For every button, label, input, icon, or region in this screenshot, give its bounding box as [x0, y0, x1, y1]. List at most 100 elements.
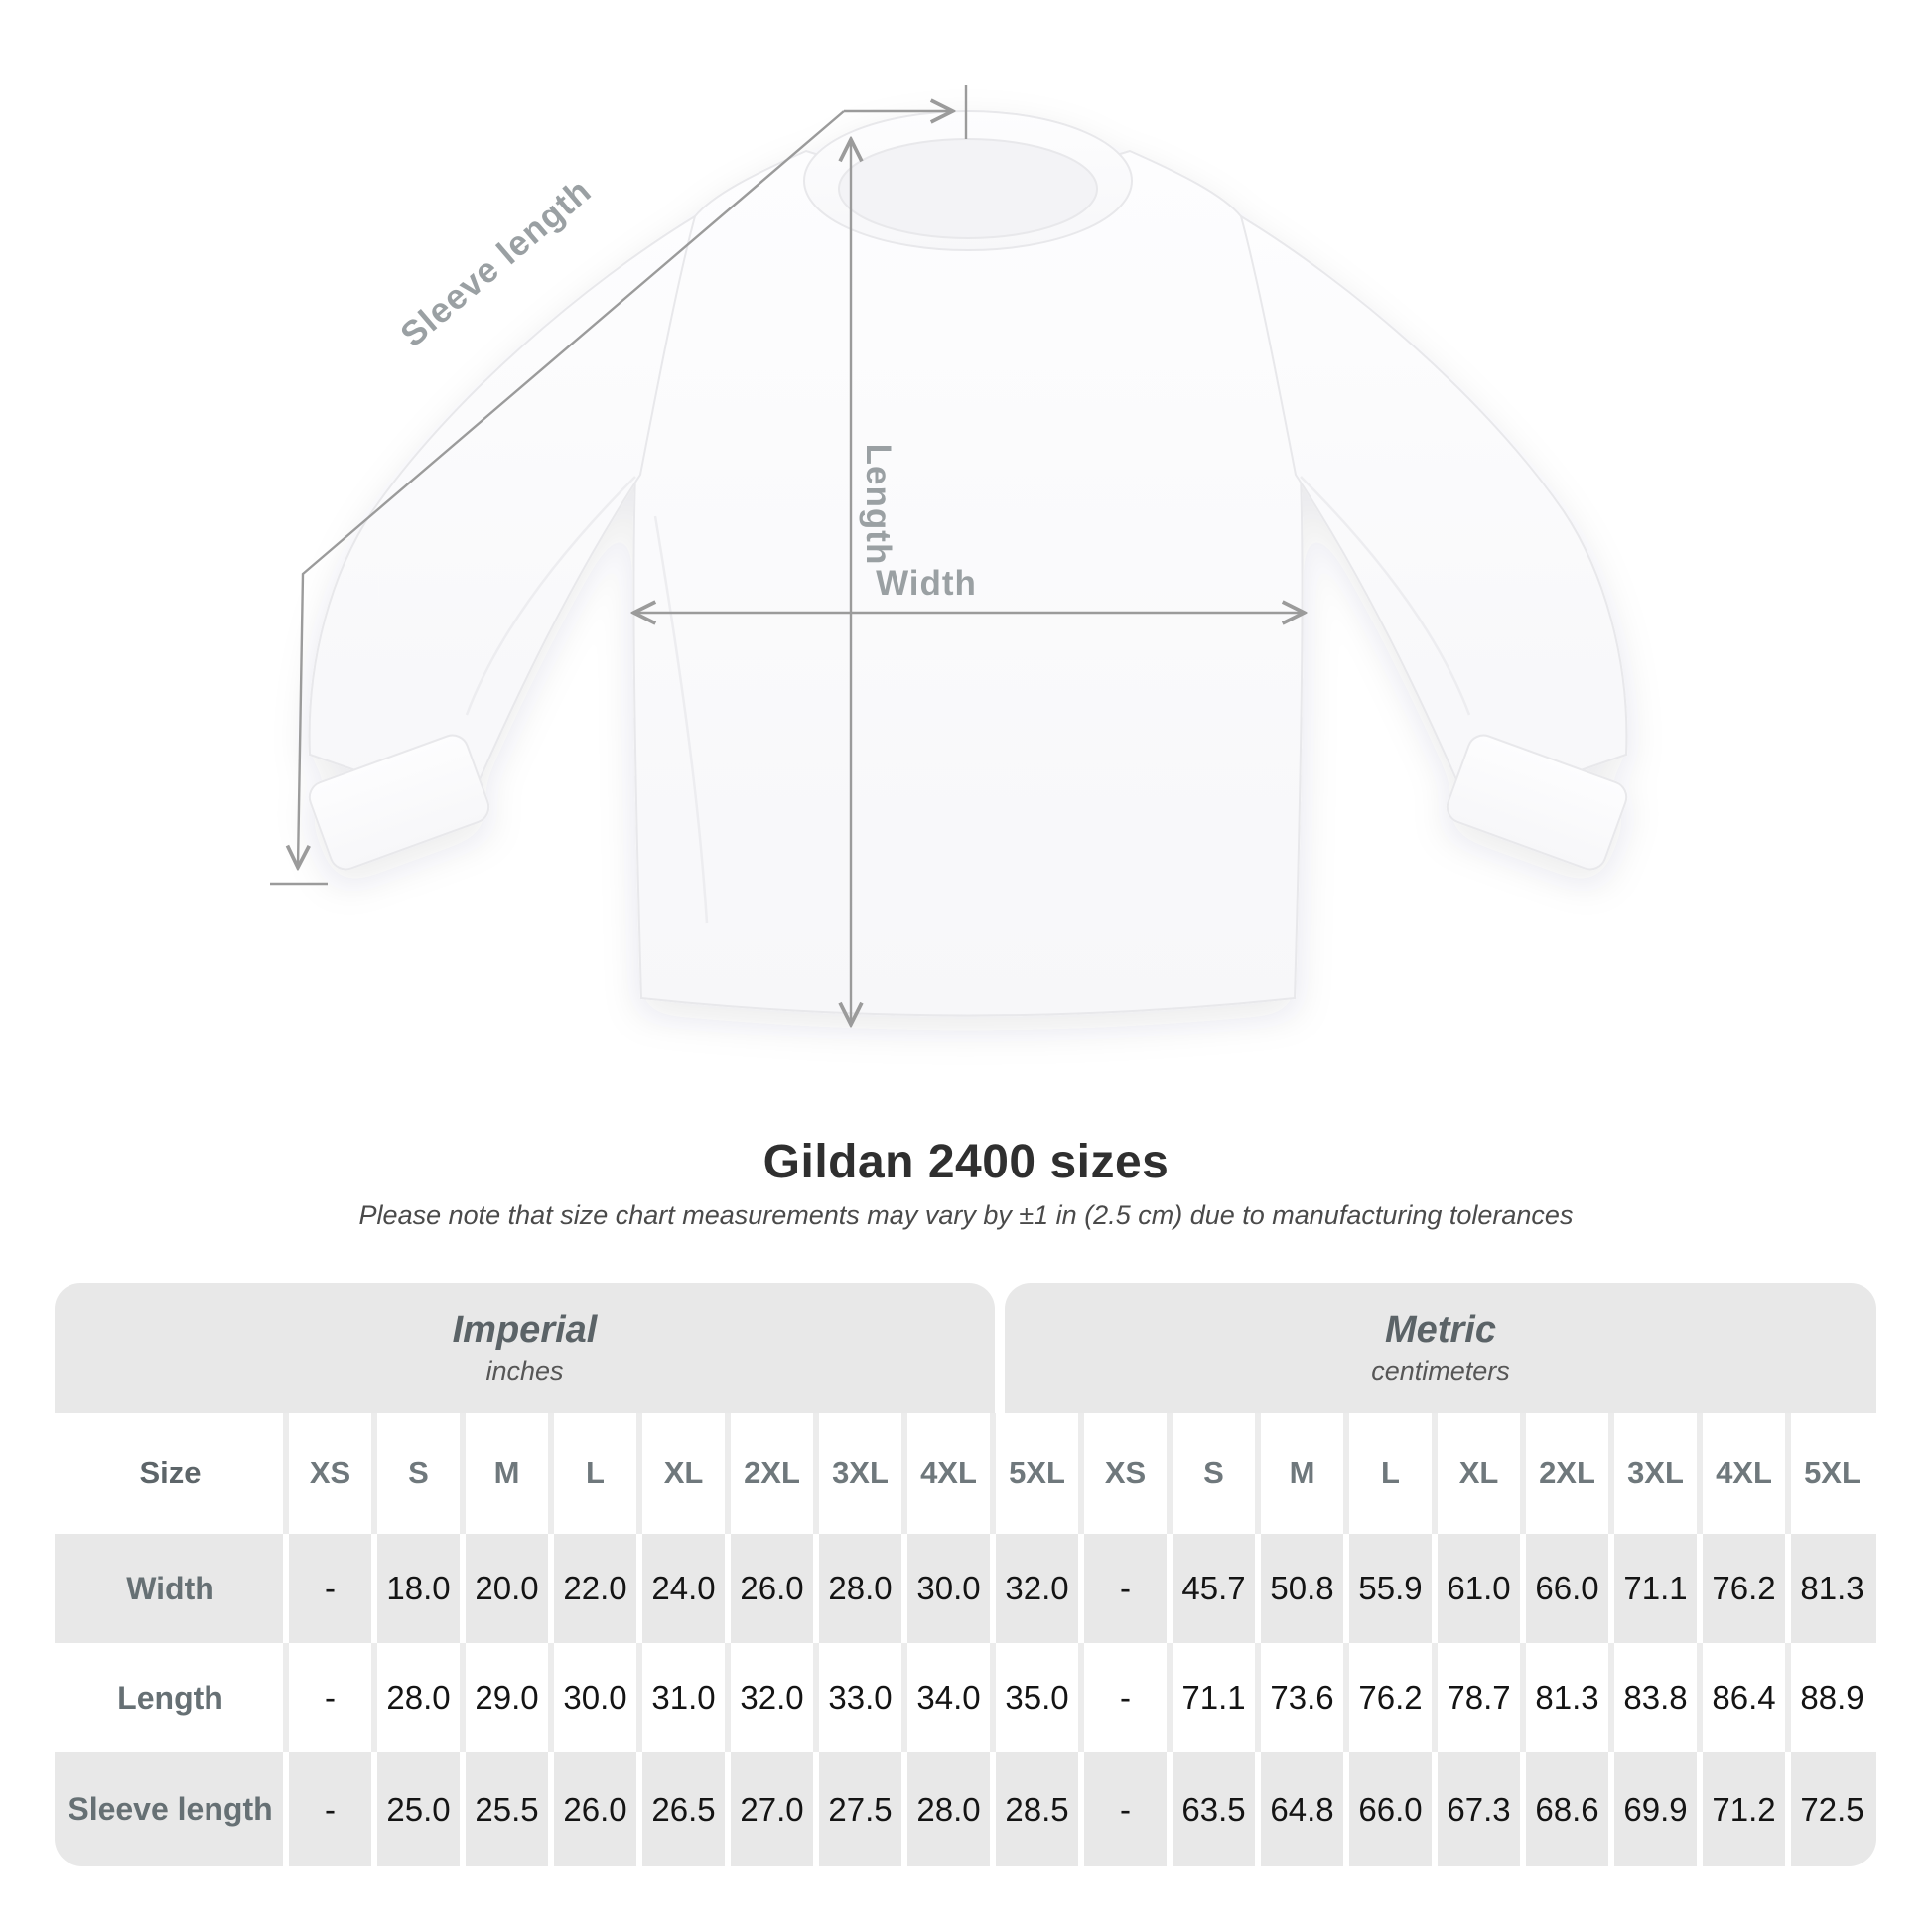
width-value-12: 55.9 — [1343, 1534, 1435, 1643]
column-header-0: XS — [283, 1413, 374, 1534]
length-value-11: 73.6 — [1255, 1643, 1346, 1752]
column-header-5: 2XL — [725, 1413, 816, 1534]
length-value-6: 33.0 — [813, 1643, 904, 1752]
measurement-lines — [270, 85, 1303, 1023]
column-header-4: XL — [636, 1413, 728, 1534]
sleeve-length-value-0: - — [283, 1752, 374, 1866]
column-header-15: 3XL — [1608, 1413, 1700, 1534]
sleeve-length-value-2: 25.5 — [460, 1752, 551, 1866]
column-header-9: XS — [1078, 1413, 1170, 1534]
sleeve-length-value-5: 27.0 — [725, 1752, 816, 1866]
length-value-14: 81.3 — [1520, 1643, 1611, 1752]
metric-section-header: Metric centimeters — [1005, 1283, 1876, 1413]
metric-title: Metric — [1385, 1309, 1496, 1351]
column-header-14: 2XL — [1520, 1413, 1611, 1534]
size-header-row: Size XS S M L XL 2XL 3XL 4XL 5XL XS S M L XL 2XL 3XL 4XL… — [55, 1413, 1876, 1534]
sleeve-length-value-13: 67.3 — [1432, 1752, 1523, 1866]
length-value-13: 78.7 — [1432, 1643, 1523, 1752]
column-header-8: 5XL — [990, 1413, 1081, 1534]
column-header-13: XL — [1432, 1413, 1523, 1534]
row-label-sleeve-length: Sleeve length — [68, 1791, 273, 1827]
length-value-12: 76.2 — [1343, 1643, 1435, 1752]
page-subtitle: Please note that size chart measurements… — [358, 1200, 1574, 1230]
width-value-11: 50.8 — [1255, 1534, 1346, 1643]
width-value-3: 22.0 — [548, 1534, 639, 1643]
width-label: Width — [876, 564, 977, 603]
imperial-unit: inches — [485, 1355, 564, 1386]
imperial-section-header: Imperial inches — [55, 1283, 995, 1413]
width-value-15: 71.1 — [1608, 1534, 1700, 1643]
width-value-8: 32.0 — [990, 1534, 1081, 1643]
width-value-16: 76.2 — [1697, 1534, 1788, 1643]
sleeve-length-value-17: 72.5 — [1785, 1752, 1876, 1866]
length-value-3: 30.0 — [548, 1643, 639, 1752]
length-value-1: 28.0 — [371, 1643, 463, 1752]
table-row-length: Length -28.0 29.0 30.0 31.0 32.0 33.0 34.0 35.0… — [55, 1643, 1876, 1752]
table-row-sleeve-length: Sleeve length -25.0 25.5 26.0 26.5 27.0 27.5 2… — [55, 1752, 1876, 1866]
shirt-right-cuff — [1446, 734, 1628, 871]
width-value-1: 18.0 — [371, 1534, 463, 1643]
size-header-label: Size — [139, 1455, 202, 1490]
sleeve-length-value-12: 66.0 — [1343, 1752, 1435, 1866]
sleeve-length-value-9: - — [1078, 1752, 1170, 1866]
metric-unit: centimeters — [1371, 1355, 1510, 1386]
length-value-9: - — [1078, 1643, 1170, 1752]
width-value-7: 30.0 — [901, 1534, 993, 1643]
sleeve-length-value-7: 28.0 — [901, 1752, 993, 1866]
shirt-collar-opening — [838, 138, 1098, 239]
table-row-width: Width -18.0 20.0 22.0 24.0 26.0 28.0 30.0 32.0-… — [55, 1534, 1876, 1643]
shirt-left-sleeve — [308, 213, 697, 811]
shirt-diagram — [270, 85, 1628, 1112]
column-header-3: L — [548, 1413, 639, 1534]
length-value-17: 88.9 — [1785, 1643, 1876, 1752]
sleeve-length-value-4: 26.5 — [636, 1752, 728, 1866]
length-value-2: 29.0 — [460, 1643, 551, 1752]
sleeve-length-value-15: 69.9 — [1608, 1752, 1700, 1866]
length-value-7: 34.0 — [901, 1643, 993, 1752]
row-label-length: Length — [117, 1679, 223, 1716]
column-header-17: 5XL — [1785, 1413, 1876, 1534]
fabric-folds — [465, 476, 1471, 924]
length-value-16: 86.4 — [1697, 1643, 1788, 1752]
page-title: Gildan 2400 sizes — [762, 1136, 1170, 1188]
shirt-left-cuff — [308, 734, 490, 871]
column-header-16: 4XL — [1697, 1413, 1788, 1534]
width-value-9: - — [1078, 1534, 1170, 1643]
length-value-0: - — [283, 1643, 374, 1752]
shirt-right-sleeve — [1239, 213, 1628, 811]
sleeve-length-value-8: 28.5 — [990, 1752, 1081, 1866]
imperial-title: Imperial — [452, 1309, 598, 1351]
sleeve-length-value-11: 64.8 — [1255, 1752, 1346, 1866]
column-header-12: L — [1343, 1413, 1435, 1534]
length-value-15: 83.8 — [1608, 1643, 1700, 1752]
length-value-8: 35.0 — [990, 1643, 1081, 1752]
column-header-6: 3XL — [813, 1413, 904, 1534]
width-value-0: - — [283, 1534, 374, 1643]
sleeve-length-value-1: 25.0 — [371, 1752, 463, 1866]
length-value-5: 32.0 — [725, 1643, 816, 1752]
sleeve-length-value-16: 71.2 — [1697, 1752, 1788, 1866]
column-header-10: S — [1167, 1413, 1258, 1534]
column-header-2: M — [460, 1413, 551, 1534]
width-value-6: 28.0 — [813, 1534, 904, 1643]
length-value-10: 71.1 — [1167, 1643, 1258, 1752]
width-value-17: 81.3 — [1785, 1534, 1876, 1643]
width-value-13: 61.0 — [1432, 1534, 1523, 1643]
length-label: Length — [859, 443, 897, 566]
row-label-width: Width — [126, 1570, 214, 1606]
column-header-1: S — [371, 1413, 463, 1534]
width-value-14: 66.0 — [1520, 1534, 1611, 1643]
width-value-2: 20.0 — [460, 1534, 551, 1643]
width-value-5: 26.0 — [725, 1534, 816, 1643]
sleeve-length-value-14: 68.6 — [1520, 1752, 1611, 1866]
sleeve-length-value-3: 26.0 — [548, 1752, 639, 1866]
column-header-11: M — [1255, 1413, 1346, 1534]
column-header-7: 4XL — [901, 1413, 993, 1534]
size-chart-table: Imperial inches Metric centimeters Size … — [55, 1283, 1876, 1866]
sleeve-length-value-10: 63.5 — [1167, 1752, 1258, 1866]
sleeve-length-value-6: 27.5 — [813, 1752, 904, 1866]
width-value-4: 24.0 — [636, 1534, 728, 1643]
sleeve-measure-line — [298, 110, 845, 866]
width-value-10: 45.7 — [1167, 1534, 1258, 1643]
